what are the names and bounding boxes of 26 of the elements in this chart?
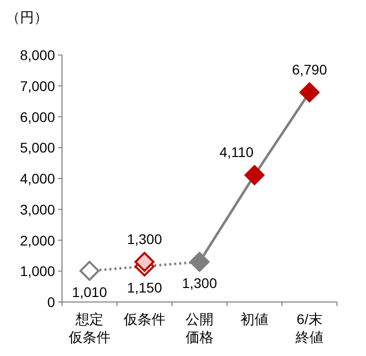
y-tick-label: 7,000 [20, 78, 56, 94]
y-tick-label: 2,000 [20, 232, 56, 248]
point [300, 82, 320, 102]
y-axis-title: （円） [6, 9, 48, 25]
y-tick-label: 4,000 [20, 170, 56, 186]
x-tick-label: 初値 [240, 311, 268, 327]
data-label: 1,010 [72, 284, 108, 300]
y-tick-label: 1,000 [20, 263, 56, 280]
y-tick-label: 8,000 [20, 47, 56, 63]
data-label: 4,110 [220, 144, 254, 160]
data-label: 1,150 [126, 279, 162, 296]
y-tick-label: 3,000 [20, 201, 56, 218]
point [190, 252, 210, 272]
y-tick-label: 6,000 [20, 108, 56, 125]
point [134, 252, 154, 272]
data-label: 1,300 [126, 230, 162, 247]
data-label: 1,300 [182, 274, 218, 291]
x-tick-label: 公開価格 [186, 311, 214, 345]
y-tick-label: 5,000 [20, 140, 56, 156]
x-tick-label: 6/末終値 [294, 311, 324, 345]
x-tick-label: 想定仮条件 [68, 311, 110, 345]
point [244, 165, 264, 186]
data-label: 6,790 [292, 61, 328, 78]
y-tick-label: 0 [47, 294, 56, 310]
point [80, 260, 100, 281]
x-tick-label: 仮条件 [122, 311, 166, 327]
